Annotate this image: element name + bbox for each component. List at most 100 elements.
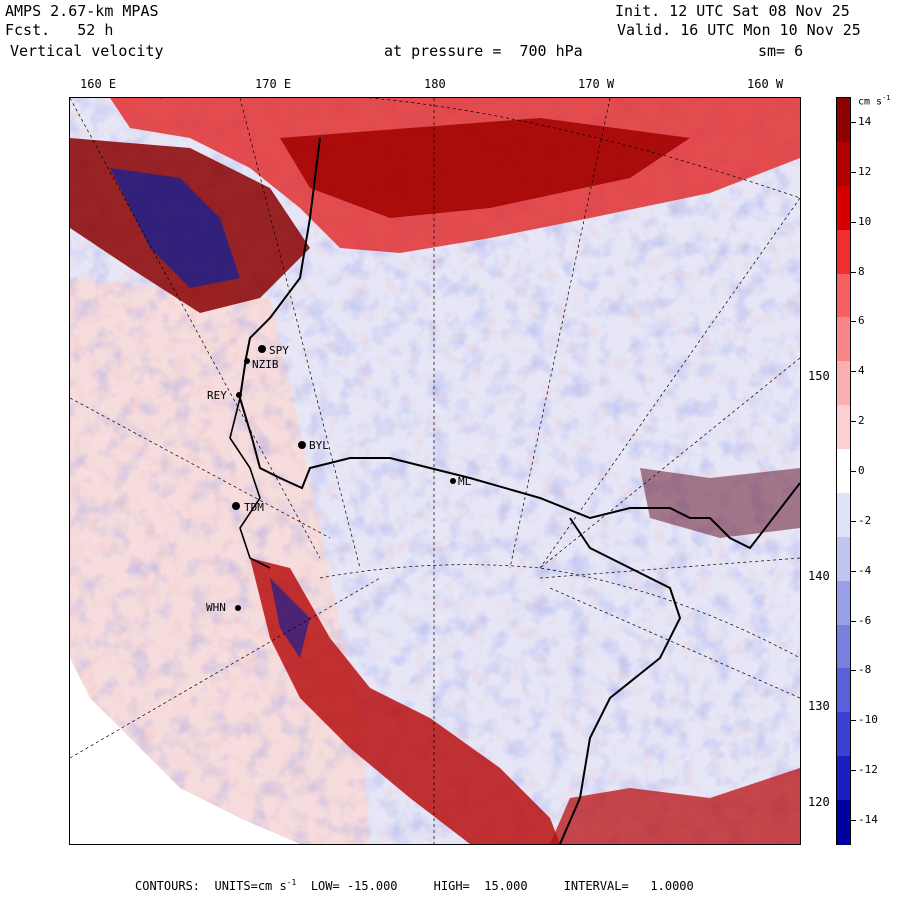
smoothing: sm= 6: [758, 42, 804, 60]
colorbar: [836, 97, 851, 845]
colorbar-tick-label: -4: [858, 563, 872, 577]
no-data-area: [70, 658, 300, 844]
colorbar-tick-label: -2: [858, 513, 872, 527]
colorbar-segment: [837, 361, 850, 407]
colorbar-segment: [837, 98, 850, 143]
colorbar-segment: [837, 580, 850, 626]
colorbar-tick: [851, 321, 856, 323]
station-dot-byl[interactable]: [298, 441, 306, 449]
coastal-downdraft: [270, 578, 310, 658]
station-label-spy: SPY: [269, 344, 289, 357]
station-dot-tdm[interactable]: [232, 502, 240, 510]
station-dot-ml[interactable]: [450, 478, 456, 484]
lon-label-180: 180: [424, 77, 446, 91]
station-label-whn: WHN: [206, 601, 226, 614]
footer-units: UNITS=cm s-1: [214, 878, 297, 893]
colorbar-segment: [837, 405, 850, 451]
colorbar-tick-label: -10: [858, 713, 878, 727]
colorbar-tick-label: -12: [858, 763, 878, 777]
colorbar-segment: [837, 624, 850, 670]
colorbar-segment: [837, 317, 850, 363]
colorbar-tick: [851, 421, 856, 423]
colorbar-tick: [851, 371, 856, 373]
stations: SPY NZIB REY BYL TDM WHN ML: [206, 344, 472, 614]
lat-label-140w: 140 W: [808, 569, 845, 583]
colorbar-segment: [837, 273, 850, 319]
colorbar-tick-label: 0: [858, 464, 865, 477]
station-label-nzib: NZIB: [252, 358, 279, 371]
right-mountain-wave: [640, 468, 800, 538]
coastline-victoria-land: [229, 397, 271, 569]
colorbar-tick: [851, 171, 856, 173]
lat-label-120w: 120 W: [808, 795, 845, 809]
station-label-ml: ML: [458, 475, 472, 488]
colorbar-tick: [851, 570, 856, 572]
station-label-rey: REY: [207, 389, 227, 402]
colorbar-tick-label: 4: [858, 364, 865, 378]
colorbar-segment: [837, 756, 850, 802]
lon-label-160e: 160 E: [80, 77, 117, 91]
colorbar-tick-label: 6: [858, 314, 865, 328]
colorbar-tick: [851, 720, 856, 722]
colorbar-tick: [851, 770, 856, 772]
colorbar-tick-label: 8: [858, 264, 865, 278]
bottom-right-updraft: [550, 768, 800, 844]
coastal-updraft-band: [250, 558, 560, 844]
colorbar-segment: [837, 800, 850, 845]
colorbar-tick: [851, 221, 856, 223]
forecast-label: Fcst. 52 h: [5, 21, 113, 40]
colorbar-segment: [837, 449, 850, 494]
pressure-level: at pressure = 700 hPa: [384, 42, 583, 60]
station-label-byl: BYL: [309, 439, 329, 452]
map-svg: SPY NZIB REY BYL TDM WHN ML: [70, 98, 800, 844]
colorbar-units: cm s-1: [858, 94, 891, 108]
valid-time: Valid. 16 UTC Mon 10 Nov 25: [617, 21, 861, 39]
colorbar-tick: [851, 271, 856, 273]
colorbar-tick-label: -6: [858, 613, 872, 627]
colorbar-tick: [851, 820, 856, 822]
lon-label-170e: 170 E: [255, 77, 292, 91]
colorbar-segment: [837, 141, 850, 187]
colorbar-tick: [851, 670, 856, 672]
colorbar-segment: [837, 492, 850, 538]
station-label-tdm: TDM: [244, 501, 264, 514]
map-panel[interactable]: SPY NZIB REY BYL TDM WHN ML: [69, 97, 801, 845]
station-dot-nzib[interactable]: [244, 358, 250, 364]
upper-updraft-core: [280, 118, 690, 218]
colorbar-tick: [851, 520, 856, 522]
lon-label-160w: 160 W: [747, 77, 784, 91]
lat-label-130w: 130 W: [808, 699, 845, 713]
colorbar-segment: [837, 536, 850, 582]
lon-label-170w: 170 W: [578, 77, 615, 91]
colorbar-tick-label: -14: [858, 813, 878, 827]
field-name: Vertical velocity: [10, 42, 164, 60]
station-dot-rey[interactable]: [236, 392, 242, 398]
footer-interval: INTERVAL= 1.0000: [563, 879, 694, 893]
coastline: [238, 137, 800, 844]
station-dot-spy[interactable]: [258, 345, 266, 353]
colorbar-segment: [837, 185, 850, 231]
station-dot-whn[interactable]: [235, 605, 241, 611]
colorbar-segment: [837, 712, 850, 758]
footer-contours-label: CONTOURS:: [135, 879, 201, 893]
colorbar-segment: [837, 668, 850, 714]
footer-contours: CONTOURS: UNITS=cm s-1 LOW= -15.000 HIGH…: [135, 878, 694, 893]
colorbar-tick-label: 2: [858, 414, 865, 428]
init-time: Init. 12 UTC Sat 08 Nov 25: [615, 2, 850, 20]
colorbar-tick: [851, 620, 856, 622]
model-title: AMPS 2.67-km MPAS: [5, 2, 159, 20]
colorbar-tick-label: -8: [858, 663, 872, 677]
graticule: [70, 98, 800, 844]
colorbar-tick-label: 12: [858, 164, 872, 178]
footer-low: LOW= -15.000: [310, 879, 398, 893]
forecast-label-text: Fcst.: [5, 21, 51, 39]
colorbar-tick: [851, 471, 856, 472]
lat-label-150w: 150 W: [808, 369, 845, 383]
forecast-hours: 52 h: [77, 21, 114, 39]
colorbar-tick-label: 14: [858, 114, 872, 128]
colorbar-segment: [837, 229, 850, 275]
mountain-downdraft-west: [110, 168, 240, 288]
colorbar-tick-label: 10: [858, 214, 872, 228]
colorbar-tick: [851, 121, 856, 123]
footer-high: HIGH= 15.000: [433, 879, 528, 893]
